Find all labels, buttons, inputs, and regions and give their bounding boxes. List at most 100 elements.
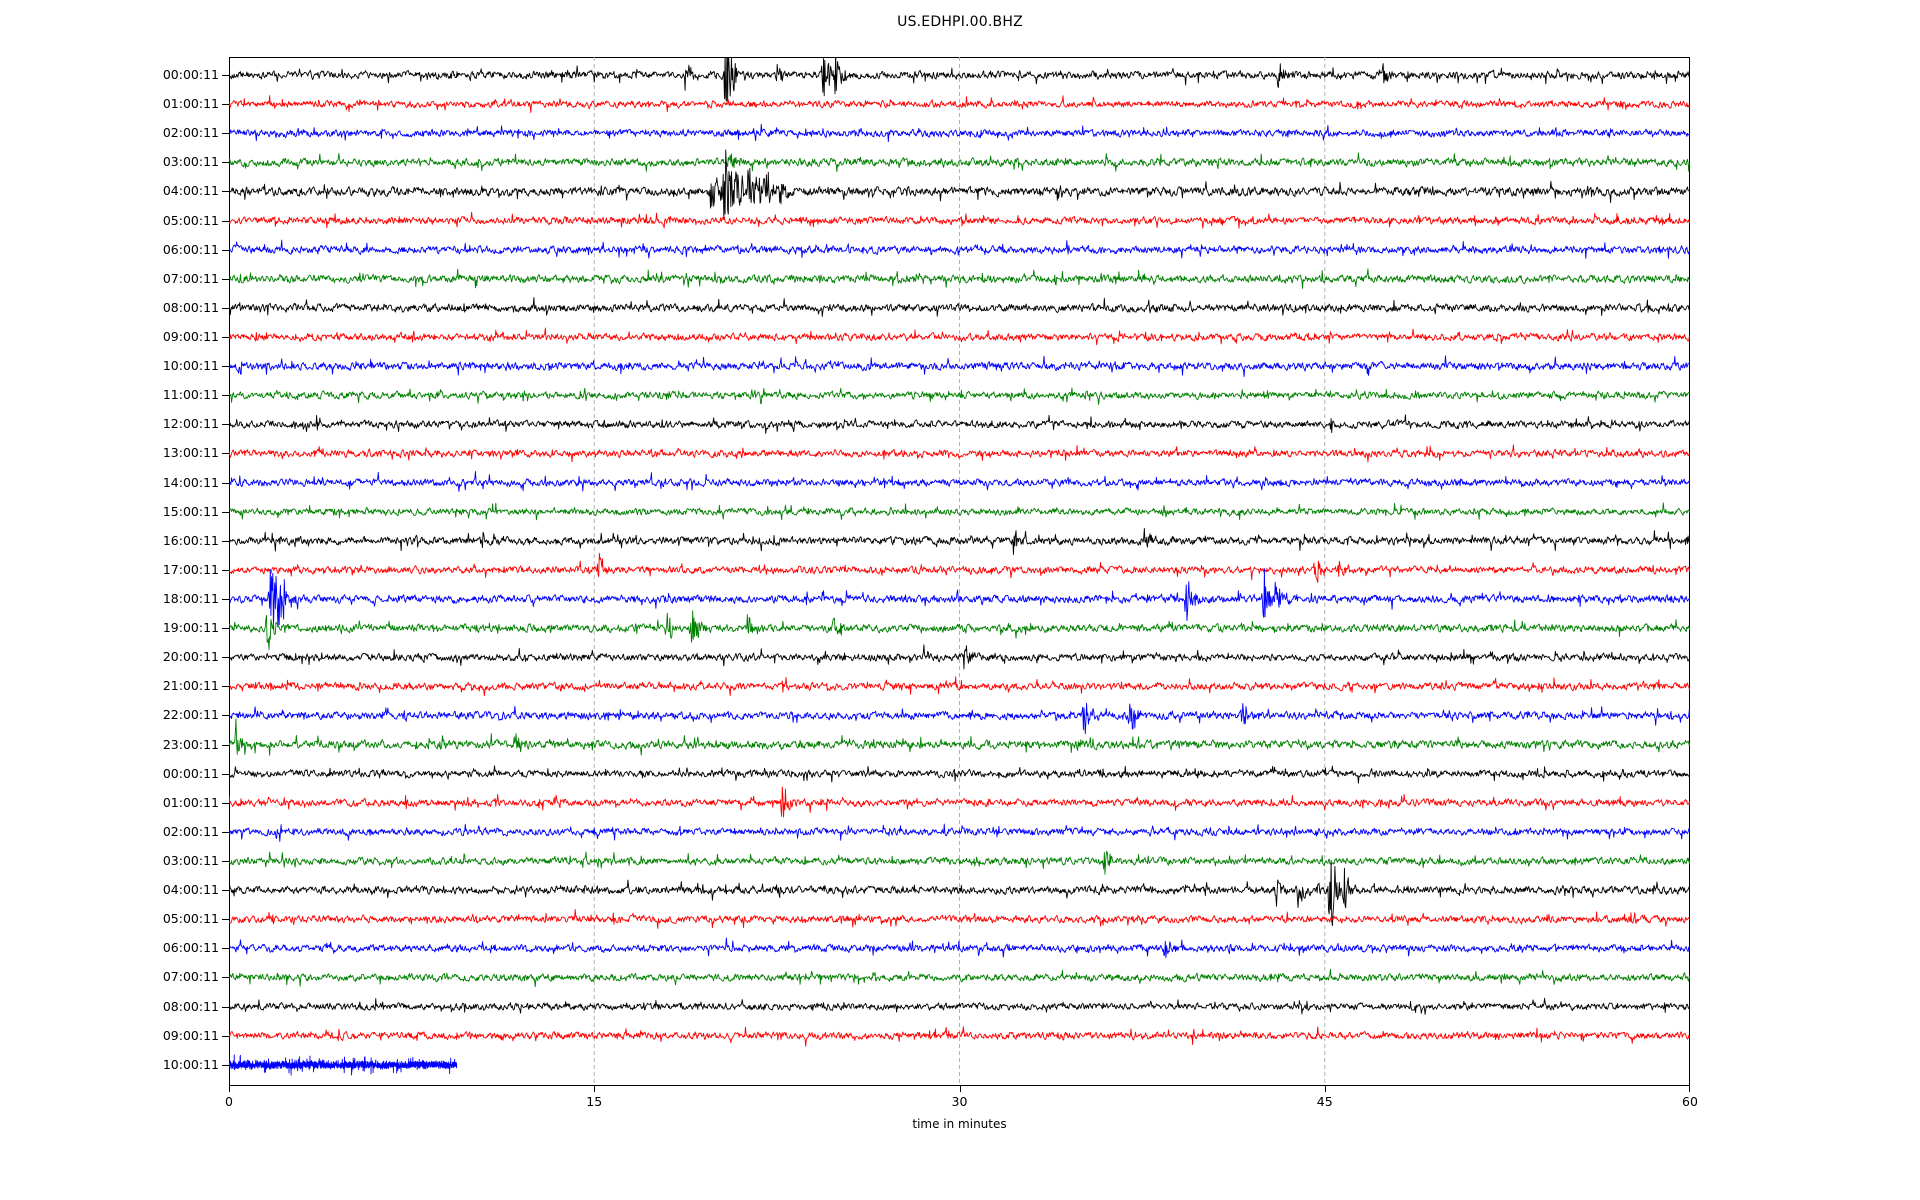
- trace-line: [229, 297, 1690, 317]
- y-axis-tick-label: 19:00:11: [162, 620, 219, 636]
- y-axis-tick-mark: [222, 220, 229, 222]
- trace-line: [229, 644, 1690, 670]
- trace-line: [229, 1054, 458, 1076]
- y-axis-tick-mark: [222, 104, 229, 106]
- y-axis-tick-label: 09:00:11: [162, 329, 219, 345]
- y-axis-tick-mark: [222, 628, 229, 630]
- x-axis-tick-label: 45: [1316, 1094, 1333, 1109]
- y-axis-tick-mark: [222, 1064, 229, 1066]
- y-axis-tick-label: 04:00:11: [162, 183, 219, 199]
- y-axis-tick-label: 18:00:11: [162, 591, 219, 606]
- trace-line: [229, 765, 1690, 784]
- y-axis-tick-label: 07:00:11: [162, 969, 219, 985]
- y-axis-tick-label: 05:00:11: [162, 212, 219, 228]
- x-axis-tick-mark: [1689, 1086, 1690, 1092]
- y-axis-tick-label: 14:00:11: [162, 474, 219, 490]
- y-axis-tick-mark: [222, 278, 229, 280]
- y-axis-tick-mark: [222, 802, 229, 804]
- trace-line: [229, 823, 1690, 842]
- x-axis-tick-mark: [594, 1086, 596, 1092]
- y-axis-tick-mark: [222, 337, 229, 339]
- trace-line: [229, 95, 1690, 113]
- y-axis-tick-mark: [222, 657, 229, 659]
- y-axis-tick-label: 05:00:11: [162, 911, 219, 927]
- y-axis-tick-mark: [222, 1006, 229, 1008]
- trace-line: [229, 786, 1690, 818]
- y-axis-tick-mark: [222, 948, 229, 950]
- y-axis-tick-label: 07:00:11: [162, 270, 219, 286]
- y-axis-tick-label: 03:00:11: [162, 852, 219, 868]
- trace-line: [229, 850, 1690, 875]
- y-axis-tick-mark: [222, 540, 229, 542]
- trace-line: [229, 908, 1690, 929]
- trace-line: [229, 552, 1690, 583]
- trace-line: [229, 444, 1690, 463]
- y-axis-tick-label: 01:00:11: [162, 794, 219, 810]
- y-axis-tick-label: 10:00:11: [162, 358, 219, 374]
- y-axis-tick-mark: [222, 1035, 229, 1037]
- y-axis-tick-mark: [222, 715, 229, 717]
- trace-line: [229, 471, 1690, 492]
- y-axis-tick-label: 09:00:11: [162, 1027, 219, 1043]
- y-axis-tick-label: 10:00:11: [162, 1056, 219, 1072]
- x-axis-tick-label: 15: [586, 1094, 603, 1109]
- x-axis-tick-label: 0: [225, 1094, 233, 1109]
- trace-line: [229, 387, 1690, 405]
- y-axis-tick-label: 04:00:11: [162, 882, 219, 898]
- y-axis-tick-mark: [222, 890, 229, 892]
- y-axis-tick-mark: [222, 977, 229, 979]
- y-axis-tick-label: 00:00:11: [162, 67, 219, 83]
- y-axis-tick-label: 02:00:11: [162, 823, 219, 839]
- x-axis-tick-mark: [229, 1086, 230, 1092]
- plot-area: [229, 57, 1690, 1086]
- trace-line: [229, 211, 1690, 229]
- trace-line: [229, 502, 1690, 521]
- y-axis-tick-mark: [222, 191, 229, 193]
- trace-line: [229, 123, 1690, 143]
- y-axis-tick-label: 08:00:11: [162, 998, 219, 1014]
- trace-line: [229, 937, 1690, 958]
- y-axis-tick-mark: [222, 511, 229, 513]
- trace-line: [229, 968, 1690, 988]
- y-axis-tick-label: 23:00:11: [162, 736, 219, 752]
- trace-line: [229, 268, 1690, 289]
- x-axis-title: time in minutes: [912, 1117, 1007, 1131]
- x-axis-tick-mark: [1324, 1086, 1326, 1092]
- y-axis-tick-mark: [222, 453, 229, 455]
- y-axis-tick-mark: [222, 133, 229, 135]
- y-axis-tick-label: 21:00:11: [162, 678, 219, 694]
- y-axis-tick-label: 20:00:11: [162, 649, 219, 665]
- y-axis-tick-label: 12:00:11: [162, 416, 219, 432]
- y-axis-tick-label: 11:00:11: [162, 387, 219, 403]
- y-axis-tick-label: 15:00:11: [162, 503, 219, 519]
- trace-line: [229, 527, 1690, 555]
- trace-line: [229, 355, 1690, 378]
- y-axis-tick-mark: [222, 75, 229, 77]
- y-axis-tick-label: 00:00:11: [162, 765, 219, 781]
- y-axis-tick-label: 06:00:11: [162, 241, 219, 257]
- page-title: US.EDHPI.00.BHZ: [897, 14, 1023, 30]
- trace-line: [229, 568, 1690, 630]
- y-axis-tick-mark: [222, 919, 229, 921]
- trace-line: [229, 149, 1690, 221]
- y-axis-tick-label: 08:00:11: [162, 299, 219, 315]
- y-axis-tick-mark: [222, 424, 229, 426]
- trace-line: [229, 676, 1690, 697]
- trace-line: [229, 152, 1690, 173]
- y-axis-tick-mark: [222, 249, 229, 251]
- x-axis-tick-mark: [959, 1086, 961, 1092]
- trace-line: [229, 702, 1690, 735]
- trace-line: [229, 997, 1690, 1015]
- trace-line: [229, 327, 1690, 346]
- y-axis-tick-mark: [222, 307, 229, 309]
- y-axis-tick-mark: [222, 569, 229, 571]
- seismogram-traces: [229, 57, 1690, 1086]
- y-axis-tick-mark: [222, 831, 229, 833]
- x-axis-tick-label: 60: [1682, 1094, 1698, 1109]
- y-axis-tick-label: 02:00:11: [162, 125, 219, 141]
- y-axis-tick-label: 17:00:11: [162, 561, 219, 577]
- y-axis-tick-mark: [222, 395, 229, 397]
- trace-line: [229, 414, 1690, 434]
- trace-line: [229, 860, 1690, 927]
